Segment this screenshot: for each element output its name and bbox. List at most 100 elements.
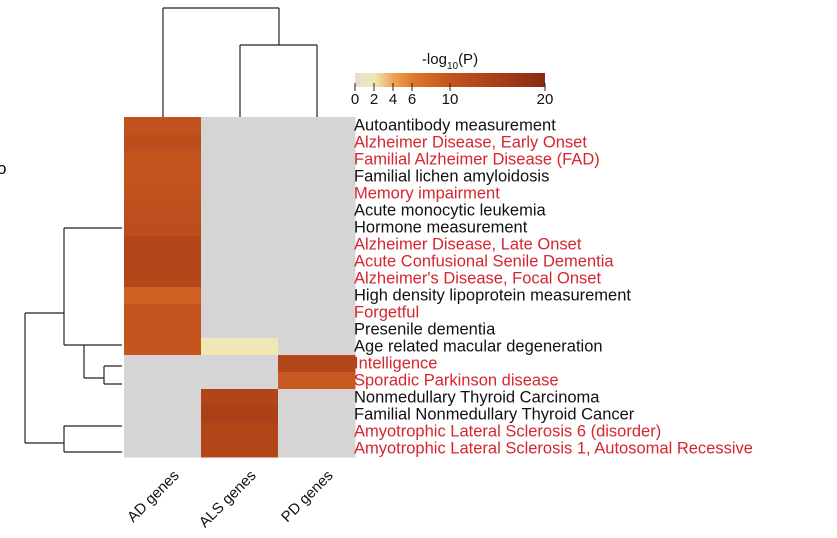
row-label: Acute monocytic leukemia [354, 202, 546, 220]
heatmap-cell [124, 202, 202, 220]
heatmap-cell [201, 440, 279, 458]
heatmap-cell [278, 168, 356, 186]
heatmap-cell [201, 134, 279, 152]
heatmap-cell [201, 202, 279, 220]
heatmap-cell [124, 151, 202, 169]
legend-tick-label: 0 [351, 91, 359, 108]
heatmap-cell [201, 355, 279, 373]
heatmap-cell [278, 389, 356, 407]
heatmap-cell [278, 253, 356, 271]
heatmap-cell [278, 134, 356, 152]
heatmap-cell [124, 287, 202, 305]
heatmap-cell [201, 151, 279, 169]
heatmap-cell [124, 117, 202, 135]
heatmap-cell [124, 338, 202, 356]
heatmap-cell [278, 372, 356, 390]
column-labels: AD genes ALS genes PD genes [124, 467, 337, 531]
heatmap-cell [201, 321, 279, 339]
heatmap-cell [124, 372, 202, 390]
row-label: Familial lichen amyloidosis [354, 168, 549, 186]
heatmap-cell [124, 321, 202, 339]
heatmap-cell [124, 304, 202, 322]
row-label: Forgetful [354, 304, 419, 322]
heatmap-cell [124, 168, 202, 186]
heatmap-cells [124, 117, 356, 458]
row-label: Acute Confusional Senile Dementia [354, 253, 614, 271]
heatmap-cell [278, 202, 356, 220]
row-label: Alzheimer Disease, Late Onset [354, 236, 582, 254]
heatmap-cell [201, 219, 279, 237]
row-label: Memory impairment [354, 185, 500, 203]
row-label: Amyotrophic Lateral Sclerosis 6 (disorde… [354, 423, 661, 441]
heatmap-cell [278, 287, 356, 305]
column-dendrogram [162, 7, 318, 117]
heatmap-cell [201, 117, 279, 135]
row-label: Familial Alzheimer Disease (FAD) [354, 151, 600, 169]
heatmap-cell [278, 151, 356, 169]
row-label: Nonmedullary Thyroid Carcinoma [354, 389, 600, 407]
heatmap-cell [278, 321, 356, 339]
legend-ticks: 0 2 4 6 10 20 [351, 83, 554, 108]
heatmap-cell [278, 219, 356, 237]
row-label: Hormone measurement [354, 219, 528, 237]
row-dendrogram [24, 227, 122, 453]
heatmap-cell [124, 270, 202, 288]
heatmap-cell [278, 406, 356, 424]
row-label: High density lipoprotein measurement [354, 287, 631, 305]
heatmap-cell [278, 423, 356, 441]
heatmap-cell [124, 185, 202, 203]
legend-title: -log10(P) [422, 51, 478, 72]
heatmap-cell [124, 440, 202, 458]
row-label: Amyotrophic Lateral Sclerosis 1, Autosom… [354, 440, 753, 458]
heatmap-cell [201, 338, 279, 356]
row-label: Presenile dementia [354, 321, 496, 339]
heatmap-cell [201, 236, 279, 254]
heatmap-cell [201, 185, 279, 203]
heatmap-cell [278, 338, 356, 356]
heatmap-cell [124, 355, 202, 373]
heatmap-cell [124, 219, 202, 237]
row-label: Alzheimer's Disease, Focal Onset [354, 270, 601, 288]
row-label: Intelligence [354, 355, 437, 373]
color-legend: -log10(P) 0 2 4 6 10 20 [351, 51, 554, 108]
heatmap-cell [278, 440, 356, 458]
heatmap-cell [124, 236, 202, 254]
cut-off-label: o [0, 159, 6, 178]
row-label: Age related macular degeneration [354, 338, 603, 356]
column-label: AD genes [124, 467, 183, 526]
heatmap-cell [124, 389, 202, 407]
heatmap-cell [278, 185, 356, 203]
heatmap-cell [201, 168, 279, 186]
legend-colorbar [355, 73, 545, 87]
heatmap-cell [201, 304, 279, 322]
row-label: Autoantibody measurement [354, 117, 556, 135]
column-label: ALS genes [196, 467, 260, 531]
legend-tick-label: 4 [389, 91, 397, 108]
heatmap-cell [278, 304, 356, 322]
heatmap-cell [201, 406, 279, 424]
row-label: Sporadic Parkinson disease [354, 372, 559, 390]
heatmap-cell [278, 117, 356, 135]
heatmap-cell [124, 406, 202, 424]
heatmap-cell [201, 389, 279, 407]
heatmap-cell [201, 270, 279, 288]
heatmap-cell [201, 372, 279, 390]
heatmap-cell [278, 270, 356, 288]
heatmap-cell [201, 423, 279, 441]
heatmap-cell [201, 287, 279, 305]
heatmap-cell [124, 134, 202, 152]
row-label: Alzheimer Disease, Early Onset [354, 134, 587, 152]
heatmap-cell [278, 355, 356, 373]
heatmap-cell [124, 423, 202, 441]
heatmap-cell [201, 253, 279, 271]
legend-tick-label: 10 [442, 91, 459, 108]
heatmap-cell [278, 236, 356, 254]
heatmap-cell [124, 253, 202, 271]
column-label: PD genes [278, 467, 337, 526]
legend-tick-label: 6 [408, 91, 416, 108]
legend-tick-label: 20 [537, 91, 554, 108]
legend-tick-label: 2 [370, 91, 378, 108]
row-label: Familial Nonmedullary Thyroid Cancer [354, 406, 635, 424]
